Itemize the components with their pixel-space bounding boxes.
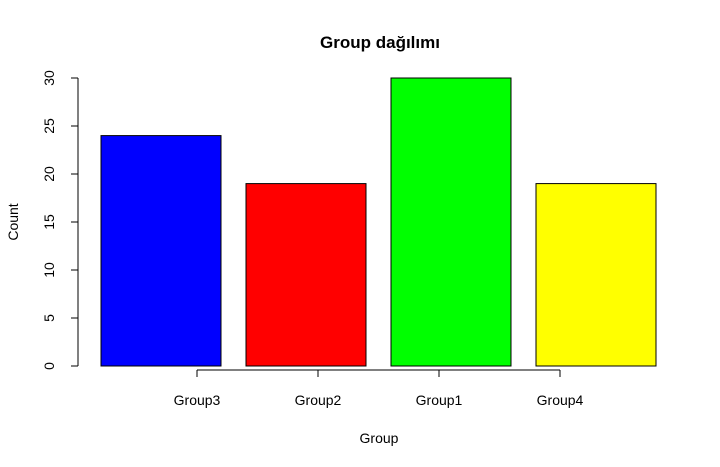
x-tick-label: Group3 xyxy=(174,392,221,408)
bar-group2 xyxy=(245,183,367,367)
y-tick-label: 0 xyxy=(41,362,57,370)
y-tick-label: 20 xyxy=(41,166,57,182)
y-tick-label: 15 xyxy=(41,214,57,230)
y-tick-label: 5 xyxy=(41,314,57,322)
bar-group3 xyxy=(100,135,222,367)
y-tick-label: 25 xyxy=(41,118,57,134)
chart-title: Group dağılımı xyxy=(320,33,440,52)
y-axis: 0 5 10 15 20 25 30 xyxy=(41,70,79,370)
bar-group4 xyxy=(535,183,657,367)
y-tick-label: 30 xyxy=(41,70,57,86)
x-tick-label: Group4 xyxy=(537,392,584,408)
x-tick-label: Group1 xyxy=(416,392,463,408)
bar-group1 xyxy=(390,77,512,367)
x-axis-label: Group xyxy=(360,430,399,446)
y-tick-label: 10 xyxy=(41,262,57,278)
bars-layer xyxy=(100,77,657,367)
x-axis: Group3 Group2 Group1 Group4 xyxy=(174,369,584,408)
y-axis-label: Count xyxy=(5,203,21,240)
x-tick-label: Group2 xyxy=(295,392,342,408)
